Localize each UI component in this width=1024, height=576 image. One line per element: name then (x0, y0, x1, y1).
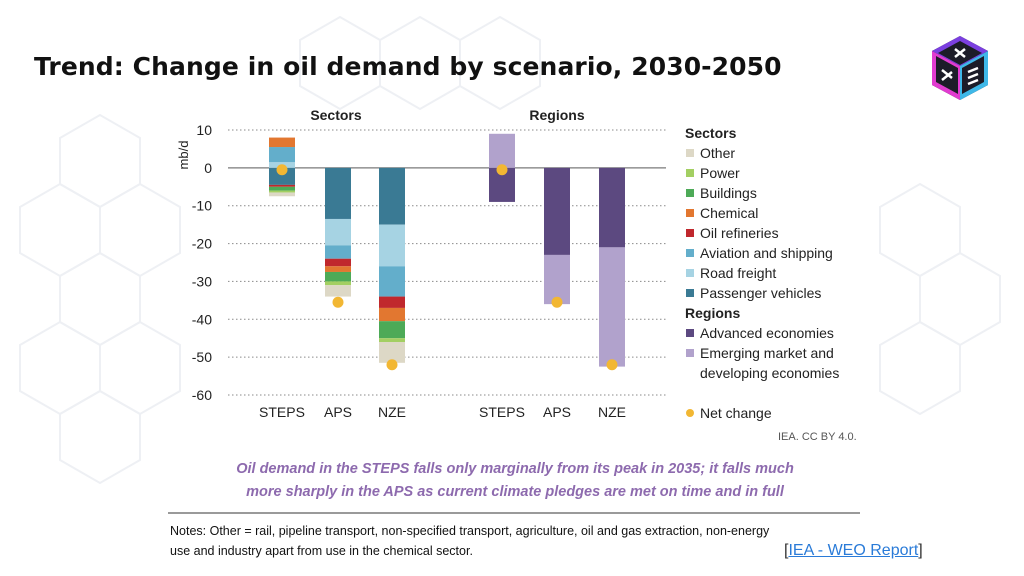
legend-item: Power (700, 165, 740, 181)
legend-header: Sectors (685, 125, 737, 141)
bar-segment (489, 133, 515, 168)
x-category-label: APS (324, 404, 352, 420)
slide-title: Trend: Change in oil demand by scenario,… (34, 52, 782, 81)
bar-segment (269, 190, 295, 193)
legend-swatch (686, 289, 694, 297)
net-change-marker (386, 359, 398, 371)
bar-segment (325, 281, 351, 286)
bar-segment (379, 266, 405, 297)
bar-segment (269, 147, 295, 163)
bar-segment (269, 186, 295, 191)
y-tick-label: -60 (192, 387, 212, 403)
panel-title-sectors: Sectors (310, 107, 362, 123)
bar-segment (269, 137, 295, 148)
y-tick-label: -30 (192, 273, 212, 289)
legend-item: Passenger vehicles (700, 285, 821, 301)
legend-swatch (686, 149, 694, 157)
bar-segment (325, 271, 351, 282)
legend-swatch (686, 329, 694, 337)
source-reference: [IEA - WEO Report] (784, 542, 923, 560)
bar-segment (379, 224, 405, 267)
bar-segment (269, 184, 295, 187)
bar-segment (269, 192, 295, 197)
bar-segment (325, 266, 351, 272)
legend-net-change-marker (686, 409, 694, 417)
bar-segment (379, 321, 405, 339)
legend-item: Advanced economies (700, 325, 834, 341)
bar-segment (544, 254, 570, 305)
y-tick-label: -50 (192, 349, 212, 365)
bar-segment (325, 258, 351, 267)
bar-segment (379, 167, 405, 225)
net-change-marker (332, 296, 344, 308)
cube-logo-icon (932, 36, 988, 100)
legend-item: Chemical (700, 205, 758, 221)
y-tick-label: 0 (204, 160, 212, 176)
caption-line-2: more sharply in the APS as current clima… (246, 484, 784, 500)
legend-item: Other (700, 145, 735, 161)
source-bracket-open: [ (784, 542, 789, 559)
legend-swatch (686, 249, 694, 257)
source-bracket-close: ] (918, 542, 923, 559)
bar-segment (379, 296, 405, 308)
y-tick-label: -40 (192, 311, 212, 327)
x-category-label: STEPS (259, 404, 305, 420)
net-change-marker (606, 359, 618, 371)
source-link[interactable]: IEA - WEO Report (788, 542, 919, 559)
net-change-marker (551, 296, 563, 308)
bar-segment (325, 167, 351, 219)
legend-item: Road freight (700, 265, 776, 281)
caption-line-1: Oil demand in the STEPS falls only margi… (236, 461, 794, 477)
legend-swatch (686, 169, 694, 177)
bar-segment (325, 245, 351, 259)
legend-swatch (686, 209, 694, 217)
bar-segment (269, 167, 295, 185)
legend-swatch (686, 269, 694, 277)
legend-net-change: Net change (700, 405, 772, 421)
x-category-label: NZE (378, 404, 406, 420)
legend-header: Regions (685, 305, 740, 321)
bar-segment (325, 218, 351, 246)
y-tick-label: -10 (192, 198, 212, 214)
notes: Notes: Other = rail, pipeline transport,… (170, 521, 870, 561)
bar-segment (599, 167, 625, 248)
x-category-label: NZE (598, 404, 626, 420)
y-axis-label: mb/d (176, 141, 191, 170)
net-change-marker (276, 164, 288, 176)
bar-segment (325, 285, 351, 297)
legend-item: developing economies (700, 365, 839, 381)
x-category-label: STEPS (479, 404, 525, 420)
legend-item: Aviation and shipping (700, 245, 833, 261)
notes-line-2: use and industry apart from use in the c… (170, 544, 473, 558)
y-tick-label: -20 (192, 236, 212, 252)
bar-segment (379, 342, 405, 363)
divider (168, 512, 860, 514)
legend-item: Buildings (700, 185, 757, 201)
bar-segment (599, 247, 625, 367)
x-category-label: APS (543, 404, 571, 420)
legend-item: Oil refineries (700, 225, 779, 241)
legend-swatch (686, 189, 694, 197)
legend-item: Emerging market and (700, 345, 834, 361)
net-change-marker (496, 164, 508, 176)
legend-swatch (686, 349, 694, 357)
bar-segment (544, 167, 570, 255)
chart-credit: IEA. CC BY 4.0. (778, 431, 857, 443)
bar-segment (379, 307, 405, 322)
y-tick-label: 10 (196, 122, 212, 138)
notes-line-1: Notes: Other = rail, pipeline transport,… (170, 524, 770, 538)
bar-segment (379, 338, 405, 342)
legend-swatch (686, 229, 694, 237)
panel-title-regions: Regions (529, 107, 584, 123)
